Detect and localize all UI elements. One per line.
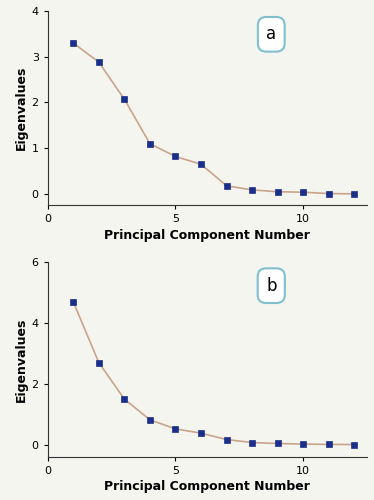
Text: a: a [266, 26, 276, 44]
Y-axis label: Eigenvalues: Eigenvalues [15, 318, 27, 402]
X-axis label: Principal Component Number: Principal Component Number [104, 228, 310, 241]
X-axis label: Principal Component Number: Principal Component Number [104, 480, 310, 493]
Y-axis label: Eigenvalues: Eigenvalues [15, 66, 27, 150]
Text: b: b [266, 276, 276, 294]
